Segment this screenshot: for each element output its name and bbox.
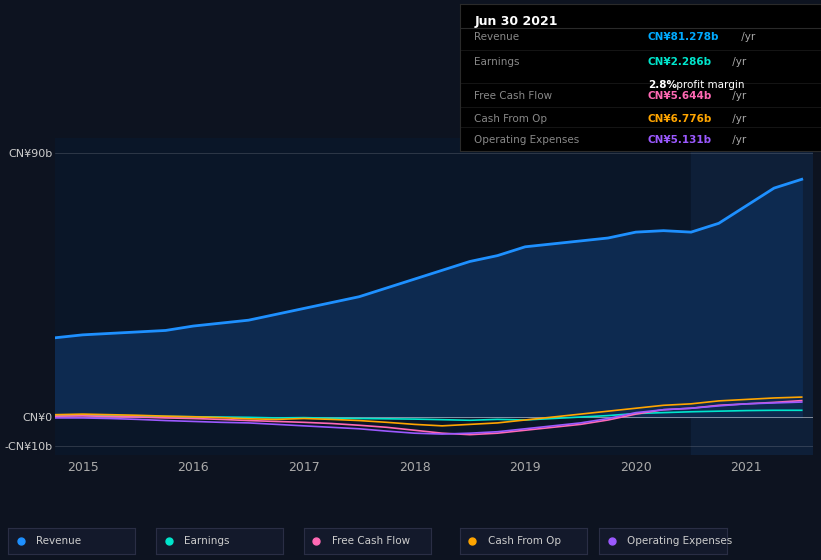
Text: Operating Expenses: Operating Expenses bbox=[475, 134, 580, 144]
Text: Earnings: Earnings bbox=[184, 536, 230, 546]
Text: Free Cash Flow: Free Cash Flow bbox=[475, 91, 553, 101]
Text: Cash From Op: Cash From Op bbox=[475, 114, 548, 124]
Text: 2.8%: 2.8% bbox=[648, 81, 677, 90]
Text: Operating Expenses: Operating Expenses bbox=[627, 536, 732, 546]
Text: CN¥2.286b: CN¥2.286b bbox=[648, 57, 712, 67]
Text: Revenue: Revenue bbox=[36, 536, 81, 546]
Text: Earnings: Earnings bbox=[475, 57, 520, 67]
Text: /yr: /yr bbox=[738, 32, 755, 42]
Text: Cash From Op: Cash From Op bbox=[488, 536, 561, 546]
Text: CN¥6.776b: CN¥6.776b bbox=[648, 114, 712, 124]
Text: /yr: /yr bbox=[729, 57, 746, 67]
Text: profit margin: profit margin bbox=[673, 81, 745, 90]
Text: CN¥81.278b: CN¥81.278b bbox=[648, 32, 719, 42]
Text: CN¥5.644b: CN¥5.644b bbox=[648, 91, 712, 101]
Text: CN¥5.131b: CN¥5.131b bbox=[648, 134, 712, 144]
Text: /yr: /yr bbox=[729, 134, 746, 144]
Text: Jun 30 2021: Jun 30 2021 bbox=[475, 15, 558, 27]
Bar bbox=[691, 138, 813, 455]
Text: /yr: /yr bbox=[729, 114, 746, 124]
Text: /yr: /yr bbox=[729, 91, 746, 101]
Text: Revenue: Revenue bbox=[475, 32, 520, 42]
Text: Free Cash Flow: Free Cash Flow bbox=[332, 536, 410, 546]
